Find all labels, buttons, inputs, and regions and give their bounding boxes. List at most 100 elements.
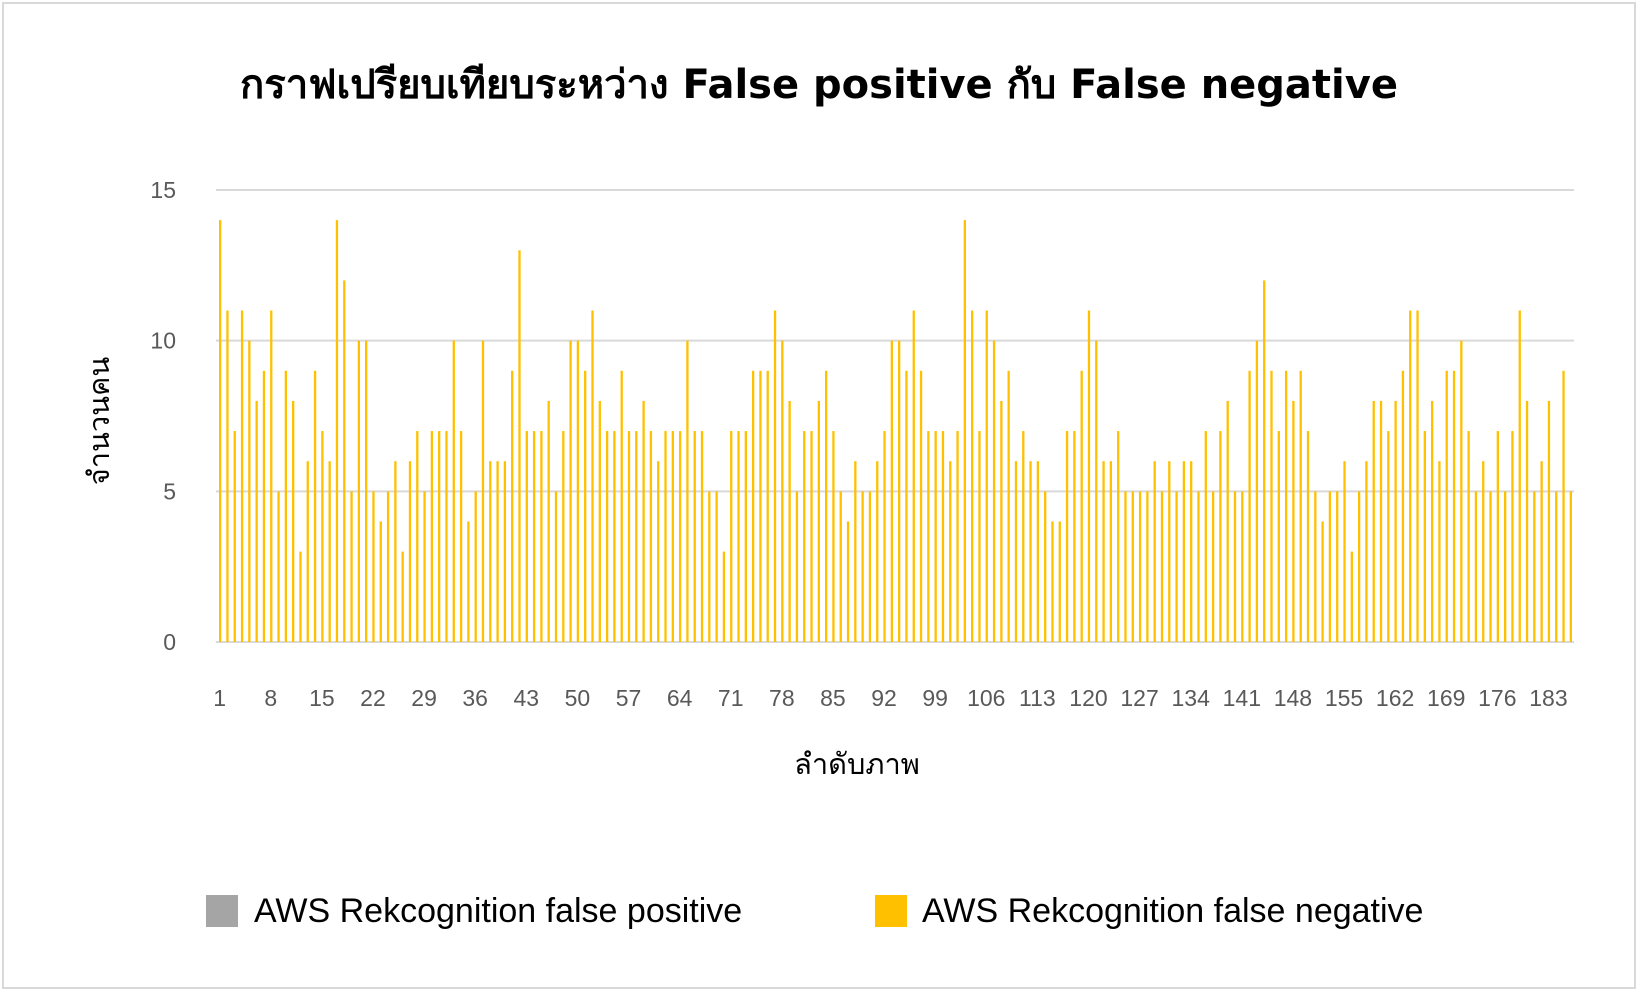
false-negative-bar-40 [503, 461, 507, 642]
false-negative-bar-27 [408, 461, 412, 642]
legend-label-false-negative: AWS Rekcognition false negative [922, 892, 1423, 930]
false-negative-bar-36 [474, 491, 477, 642]
y-tick-label: 10 [150, 328, 176, 354]
legend: AWS Rekcognition false positive AWS Rekc… [206, 892, 1423, 930]
false-negative-bar-79 [788, 400, 791, 642]
false-negative-bar-34 [459, 431, 463, 642]
x-tick-label: 22 [360, 685, 386, 711]
false-negative-bar-151 [1314, 491, 1317, 642]
false-negative-bar-180 [1525, 400, 1529, 642]
false-negative-bar-153 [1328, 491, 1332, 642]
false-negative-bar-127 [1138, 491, 1142, 642]
false-negative-bar-98 [927, 431, 930, 642]
x-tick-labels: 1 8 15 22 29 36 43 50 57 64 71 78 85 92 99 106 113 120 127… [213, 685, 1567, 711]
false-negative-bar-48 [562, 431, 565, 642]
false-negative-bar-29 [423, 491, 426, 642]
false-negative-bar-186 [1569, 491, 1572, 642]
false-negative-bar-155 [1343, 461, 1346, 642]
false-negative-bar-181 [1533, 491, 1536, 642]
false-negative-bar-109 [1007, 370, 1010, 642]
false-negative-bar-123 [1109, 461, 1113, 642]
false-negative-bar-170 [1452, 370, 1456, 642]
false-negative-bar-52 [591, 310, 594, 642]
false-negative-bar-164 [1409, 310, 1412, 642]
false-negative-bar-120 [1087, 310, 1091, 642]
x-tick-label: 120 [1069, 685, 1107, 711]
false-negative-bar-145 [1270, 370, 1273, 642]
false-negative-bar-125 [1124, 491, 1127, 642]
false-negative-bar-2 [226, 310, 229, 642]
false-negative-bar-122 [1102, 461, 1105, 642]
false-negative-bar-66 [693, 431, 696, 642]
false-negative-bar-9 [277, 491, 280, 642]
false-negative-bar-18 [343, 280, 346, 642]
false-negative-bar-116 [1058, 521, 1061, 642]
false-negative-bar-139 [1226, 400, 1229, 642]
false-negative-bar-118 [1073, 431, 1076, 642]
false-negative-bar-47 [554, 491, 558, 642]
false-negative-bar-99 [934, 431, 937, 642]
x-tick-label: 43 [514, 685, 540, 711]
false-negative-bar-55 [613, 431, 616, 642]
false-negative-bar-82 [810, 431, 813, 642]
legend-label-false-positive: AWS Rekcognition false positive [254, 892, 742, 930]
false-negative-bar-42 [518, 250, 521, 642]
false-negative-bar-87 [846, 521, 850, 642]
x-tick-label: 106 [967, 685, 1005, 711]
false-negative-bar-117 [1065, 431, 1069, 642]
false-negative-bar-141 [1241, 491, 1244, 642]
false-negative-bar-147 [1284, 370, 1288, 642]
false-negative-bar-176 [1496, 431, 1499, 642]
x-tick-label: 99 [922, 685, 948, 711]
false-negative-bar-80 [795, 491, 799, 642]
x-tick-label: 85 [820, 685, 846, 711]
x-tick-label: 78 [769, 685, 795, 711]
x-tick-label: 57 [616, 685, 642, 711]
false-negative-bar-138 [1219, 431, 1222, 642]
false-negative-bar-178 [1511, 431, 1514, 642]
y-tick-label: 5 [163, 478, 176, 504]
false-negative-bar-174 [1482, 461, 1485, 642]
false-negative-bar-101 [949, 461, 952, 642]
false-negative-bar-67 [700, 431, 704, 642]
false-negative-bar-75 [759, 370, 762, 642]
false-negative-bar-17 [335, 220, 339, 642]
false-negative-bar-93 [890, 340, 893, 642]
false-negative-bar-128 [1146, 491, 1149, 642]
false-negative-bar-49 [569, 340, 572, 642]
false-negative-bar-129 [1153, 461, 1156, 642]
false-negative-bar-124 [1117, 431, 1120, 642]
false-negative-bar-119 [1080, 370, 1083, 642]
false-negative-bar-107 [992, 340, 996, 642]
false-negative-bar-152 [1321, 521, 1324, 642]
false-negative-bar-50 [576, 340, 580, 642]
legend-swatch-false-positive [206, 895, 238, 927]
false-negative-bar-165 [1416, 310, 1419, 642]
false-negative-bar-182 [1540, 461, 1543, 642]
legend-swatch-false-negative [875, 895, 907, 927]
false-negative-bar-24 [386, 491, 390, 642]
x-tick-label: 169 [1427, 685, 1465, 711]
false-negative-bar-97 [919, 370, 923, 642]
false-negative-bar-62 [664, 431, 667, 642]
false-negative-bar-185 [1562, 370, 1565, 642]
false-negative-bar-146 [1277, 431, 1280, 642]
false-negative-bar-56 [620, 370, 623, 642]
false-negative-bar-158 [1365, 461, 1368, 642]
false-negative-bar-69 [715, 491, 718, 642]
false-negative-bar-172 [1467, 431, 1470, 642]
false-negative-bar-175 [1489, 491, 1492, 642]
false-negative-bar-134 [1190, 461, 1193, 642]
false-negative-bar-92 [883, 431, 886, 642]
false-negative-bar-160 [1379, 400, 1383, 642]
false-negative-bar-70 [722, 551, 726, 642]
x-tick-label: 71 [718, 685, 744, 711]
false-negative-bar-72 [737, 431, 740, 642]
false-negative-bar-157 [1357, 491, 1361, 642]
x-tick-label: 141 [1223, 685, 1261, 711]
false-negative-bar-6 [255, 400, 258, 642]
false-negative-bar-110 [1014, 461, 1018, 642]
bars [219, 220, 1572, 642]
false-negative-bar-78 [781, 340, 784, 642]
